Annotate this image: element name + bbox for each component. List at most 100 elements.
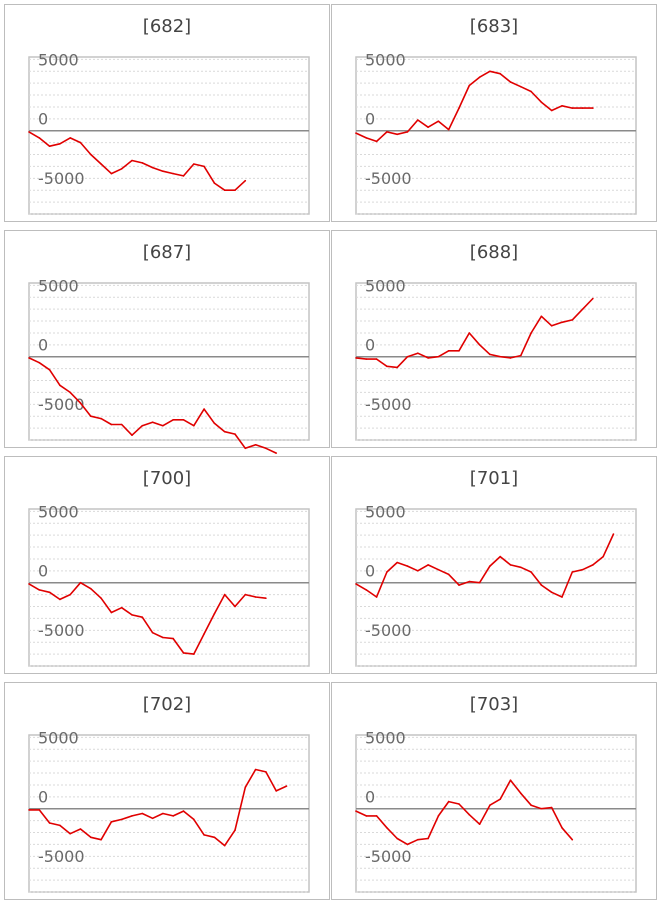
data-point	[530, 90, 532, 93]
data-point	[120, 168, 123, 170]
data-point	[120, 423, 123, 426]
data-point	[28, 131, 30, 133]
chart-panel-687: [687] 5000 0 -5000	[4, 230, 330, 454]
chart-plot: 5000 0 -5000	[355, 50, 637, 215]
data-point	[447, 350, 450, 352]
data-point	[468, 84, 471, 87]
data-point	[417, 352, 419, 354]
data-point	[193, 163, 195, 165]
data-point	[540, 584, 543, 586]
chart-title: [703]	[469, 694, 519, 715]
data-point	[141, 616, 144, 618]
data-point	[520, 792, 522, 795]
data-point	[265, 771, 267, 773]
data-point	[592, 297, 594, 300]
data-point	[365, 589, 368, 591]
data-point	[193, 653, 195, 655]
chart-title: [702]	[142, 694, 192, 715]
data-point	[100, 838, 102, 841]
data-point	[213, 182, 216, 184]
data-point	[100, 597, 102, 599]
data-point	[437, 120, 440, 122]
y-tick-label: -5000	[365, 395, 412, 414]
data-point	[355, 132, 357, 134]
data-point	[365, 358, 368, 360]
data-point	[458, 107, 460, 109]
data-point	[592, 107, 594, 109]
data-point	[447, 128, 450, 131]
data-point	[234, 433, 236, 435]
data-point	[213, 422, 216, 425]
data-point	[406, 355, 409, 358]
data-point	[355, 357, 357, 359]
y-tick-label: -5000	[365, 847, 412, 866]
y-tick-label: 5000	[38, 728, 79, 747]
data-point	[509, 357, 512, 359]
data-point	[131, 614, 133, 616]
data-point	[375, 815, 378, 817]
data-point	[458, 803, 460, 805]
data-point	[28, 357, 30, 359]
data-point	[131, 815, 133, 817]
data-point	[110, 172, 113, 175]
chart-title: [687]	[142, 242, 192, 263]
data-point	[406, 843, 409, 846]
data-point	[38, 589, 41, 591]
data-point	[386, 365, 388, 368]
data-point	[275, 452, 278, 454]
data-point	[406, 131, 409, 133]
data-point	[427, 126, 429, 128]
chart-plot: 5000 0 -5000	[28, 502, 310, 667]
data-point	[28, 583, 30, 585]
chart-panel-702: [702] 5000 0 -5000	[4, 682, 330, 900]
chart-panel-682: [682] 5000 0 -5000	[4, 4, 330, 222]
data-point	[48, 591, 51, 594]
data-point	[254, 444, 257, 446]
data-point	[151, 817, 154, 820]
data-point	[530, 332, 532, 334]
data-point	[48, 822, 51, 824]
data-point	[100, 417, 102, 420]
data-point	[530, 571, 532, 573]
data-point	[520, 566, 522, 569]
data-point	[509, 564, 512, 566]
data-point	[571, 319, 574, 321]
data-point	[447, 800, 450, 803]
data-point	[244, 593, 247, 596]
data-point	[417, 838, 419, 841]
data-point	[254, 596, 257, 598]
y-tick-label: 5000	[365, 276, 406, 295]
data-point	[120, 606, 123, 609]
series-line	[29, 768, 287, 847]
data-point	[355, 583, 357, 585]
y-tick-label: -5000	[38, 395, 85, 414]
data-point	[90, 836, 92, 839]
data-point	[396, 837, 398, 840]
data-point	[561, 105, 563, 107]
data-point	[437, 815, 440, 817]
data-point	[203, 165, 205, 168]
data-point	[79, 402, 82, 404]
data-point	[520, 85, 522, 88]
data-point	[437, 355, 440, 358]
data-point	[540, 315, 543, 318]
data-point	[571, 571, 574, 573]
data-point	[141, 424, 144, 427]
data-point	[478, 823, 481, 825]
data-point	[561, 321, 563, 324]
data-point	[203, 633, 205, 635]
chart-panel-683: [683] 5000 0 -5000	[331, 4, 657, 222]
y-tick-label: 0	[38, 788, 48, 807]
data-point	[141, 162, 144, 164]
data-point	[203, 408, 205, 410]
data-point	[550, 806, 553, 809]
data-point	[478, 344, 481, 346]
data-point	[386, 131, 388, 133]
data-point	[275, 790, 278, 792]
data-point	[406, 565, 409, 567]
y-tick-label: 0	[365, 788, 375, 807]
data-point	[499, 798, 501, 800]
data-point	[151, 631, 154, 634]
data-point	[396, 366, 398, 369]
chart-plot: 5000 0 -5000	[28, 728, 310, 893]
